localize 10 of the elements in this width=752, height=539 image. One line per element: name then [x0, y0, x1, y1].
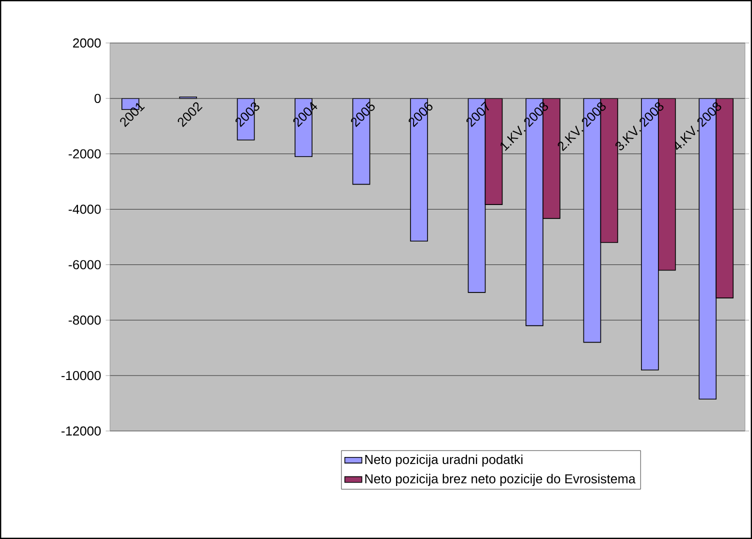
y-tick-label: 2000 — [73, 38, 101, 48]
y-tick-label: -4000 — [68, 204, 101, 214]
y-tick-label: -12000 — [61, 426, 101, 436]
legend-label: Neto pozicija brez neto pozicije do Evrosistema — [365, 474, 636, 486]
y-tick-label: -6000 — [68, 260, 101, 270]
y-tick-label: -2000 — [68, 149, 101, 158]
y-tick-label: 0 — [94, 94, 101, 103]
legend-label: Neto pozicija uradni podatki — [365, 454, 522, 467]
y-tick-label: -8000 — [68, 316, 101, 325]
y-tick-label: -10000 — [61, 370, 101, 380]
